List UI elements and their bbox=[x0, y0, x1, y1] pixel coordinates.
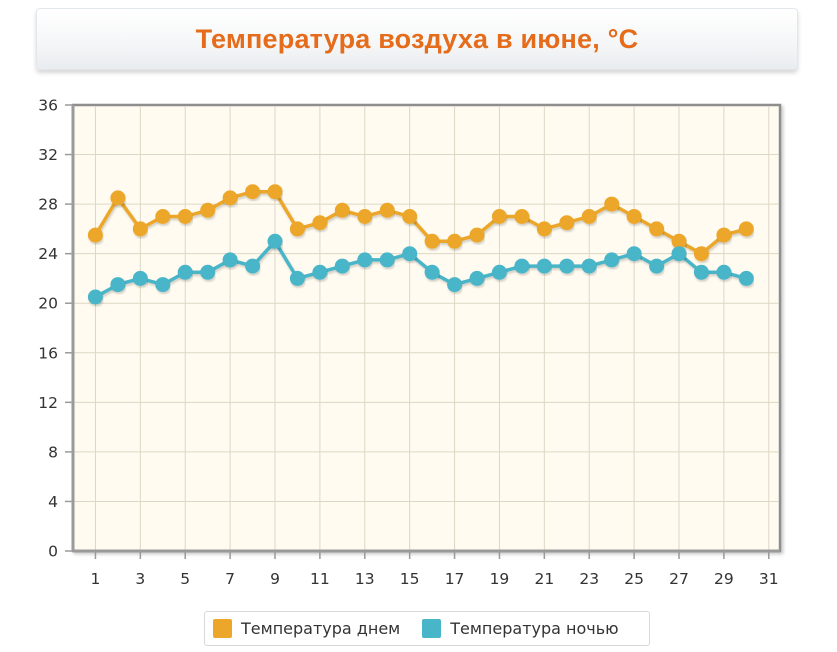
data-point[interactable] bbox=[671, 246, 687, 262]
data-point[interactable] bbox=[222, 190, 238, 206]
data-point[interactable] bbox=[447, 277, 463, 293]
y-tick-label: 20 bbox=[38, 295, 58, 313]
data-point[interactable] bbox=[110, 277, 126, 293]
data-point[interactable] bbox=[693, 246, 709, 262]
data-point[interactable] bbox=[379, 202, 395, 218]
data-point[interactable] bbox=[402, 246, 418, 262]
x-tick-label: 5 bbox=[180, 570, 190, 588]
series-day bbox=[87, 184, 754, 262]
data-point[interactable] bbox=[716, 264, 732, 280]
data-point[interactable] bbox=[536, 258, 552, 274]
x-tick-label: 3 bbox=[135, 570, 145, 588]
y-tick-label: 24 bbox=[38, 245, 58, 263]
x-tick-label: 29 bbox=[714, 570, 734, 588]
legend-label-day: Температура днем bbox=[241, 619, 401, 638]
data-point[interactable] bbox=[402, 209, 418, 224]
data-point[interactable] bbox=[626, 246, 642, 262]
x-tick-label: 23 bbox=[579, 570, 599, 588]
data-point[interactable] bbox=[738, 270, 754, 286]
data-point[interactable] bbox=[155, 277, 171, 293]
data-point[interactable] bbox=[738, 221, 754, 237]
x-tick-label: 13 bbox=[355, 570, 375, 588]
series-night bbox=[87, 233, 754, 305]
data-point[interactable] bbox=[379, 252, 395, 268]
data-point[interactable] bbox=[132, 270, 148, 286]
data-point[interactable] bbox=[581, 209, 597, 224]
data-point[interactable] bbox=[245, 184, 261, 200]
data-point[interactable] bbox=[559, 258, 575, 274]
data-point[interactable] bbox=[87, 289, 103, 305]
data-point[interactable] bbox=[536, 221, 552, 237]
data-point[interactable] bbox=[491, 209, 507, 224]
data-point[interactable] bbox=[132, 221, 148, 237]
x-tick-label: 19 bbox=[490, 570, 510, 588]
x-tick-label: 31 bbox=[759, 570, 779, 588]
data-point[interactable] bbox=[716, 227, 732, 243]
data-point[interactable] bbox=[581, 258, 597, 274]
data-point[interactable] bbox=[177, 209, 193, 224]
data-point[interactable] bbox=[87, 227, 103, 243]
x-tick-label: 1 bbox=[91, 570, 101, 588]
legend-item-night[interactable]: Температура ночью bbox=[422, 619, 619, 638]
data-point[interactable] bbox=[200, 202, 216, 218]
data-point[interactable] bbox=[222, 252, 238, 268]
data-point[interactable] bbox=[649, 258, 665, 274]
data-point[interactable] bbox=[334, 202, 350, 218]
data-point[interactable] bbox=[514, 258, 530, 274]
x-tick-label: 25 bbox=[624, 570, 644, 588]
data-point[interactable] bbox=[312, 264, 328, 280]
y-tick-label: 12 bbox=[38, 394, 58, 412]
y-tick-label: 4 bbox=[48, 493, 58, 511]
y-tick-label: 36 bbox=[38, 97, 58, 115]
data-point[interactable] bbox=[469, 227, 485, 243]
plot-area bbox=[71, 103, 782, 553]
data-point[interactable] bbox=[110, 190, 126, 206]
x-tick-label: 9 bbox=[270, 570, 280, 588]
legend-swatch-day bbox=[213, 619, 232, 638]
data-point[interactable] bbox=[289, 270, 305, 286]
chart-title: Температура воздуха в июне, °C bbox=[195, 23, 639, 54]
data-point[interactable] bbox=[559, 215, 575, 231]
data-point[interactable] bbox=[312, 215, 328, 231]
y-tick-label: 28 bbox=[38, 196, 58, 214]
y-tick-label: 0 bbox=[48, 543, 58, 561]
data-point[interactable] bbox=[200, 264, 216, 280]
data-point[interactable] bbox=[424, 264, 440, 280]
data-point[interactable] bbox=[424, 233, 440, 249]
data-point[interactable] bbox=[693, 264, 709, 280]
legend-label-night: Температура ночью bbox=[450, 619, 619, 638]
x-tick-label: 11 bbox=[310, 570, 330, 588]
data-point[interactable] bbox=[604, 196, 620, 212]
x-tick-label: 27 bbox=[669, 570, 689, 588]
data-point[interactable] bbox=[155, 209, 171, 224]
x-tick-label: 21 bbox=[534, 570, 554, 588]
data-point[interactable] bbox=[177, 264, 193, 280]
data-point[interactable] bbox=[469, 270, 485, 286]
data-point[interactable] bbox=[245, 258, 261, 274]
data-point[interactable] bbox=[267, 184, 283, 200]
y-tick-label: 32 bbox=[38, 146, 58, 164]
x-tick-label: 17 bbox=[445, 570, 465, 588]
chart-title-box: Температура воздуха в июне, °C bbox=[36, 8, 798, 70]
data-point[interactable] bbox=[289, 221, 305, 237]
data-point[interactable] bbox=[334, 258, 350, 274]
data-point[interactable] bbox=[514, 209, 530, 224]
x-tick-label: 7 bbox=[225, 570, 235, 588]
data-point[interactable] bbox=[447, 233, 463, 249]
data-point[interactable] bbox=[357, 209, 373, 224]
legend-item-day[interactable]: Температура днем bbox=[213, 619, 400, 638]
data-point[interactable] bbox=[491, 264, 507, 280]
data-point[interactable] bbox=[626, 209, 642, 224]
data-point[interactable] bbox=[267, 233, 283, 249]
y-tick-label: 16 bbox=[38, 344, 58, 362]
x-tick-label: 15 bbox=[400, 570, 420, 588]
legend-swatch-night bbox=[422, 619, 442, 638]
data-point[interactable] bbox=[357, 252, 373, 268]
chart-legend: Температура днем Температура ночью bbox=[204, 611, 650, 646]
y-tick-label: 8 bbox=[48, 443, 58, 461]
data-point[interactable] bbox=[604, 252, 620, 268]
data-point[interactable] bbox=[649, 221, 665, 237]
